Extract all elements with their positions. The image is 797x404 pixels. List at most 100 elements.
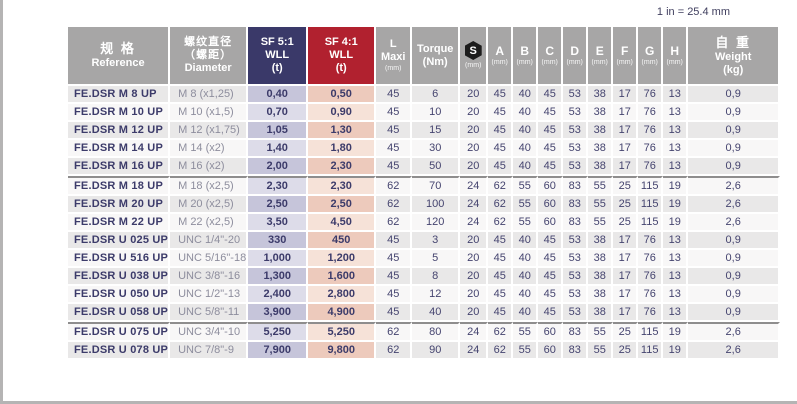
diameter-cell: UNC 1/4"-20: [170, 232, 249, 250]
header-dim-g-letter: G: [645, 43, 655, 58]
weight-cell: 2,6: [688, 322, 781, 342]
lmaxi-cell: 45: [376, 286, 413, 304]
a-cell: 45: [488, 140, 514, 158]
header-reference: 规 格 Reference: [68, 27, 171, 86]
h-cell: 19: [663, 342, 689, 360]
c-cell: 60: [538, 176, 564, 196]
lmaxi-cell: 62: [376, 342, 413, 360]
f-cell: 17: [613, 140, 639, 158]
s-cell: 20: [460, 104, 489, 122]
table-row: FE.DSR M 20 UP M 20 (x2,5) 2,50 2,50 62 100 24…: [68, 196, 781, 214]
a-cell: 45: [488, 268, 514, 286]
weight-cell: 2,6: [688, 196, 781, 214]
reference-cell: FE.DSR U 075 UP: [68, 322, 171, 342]
f-cell: 25: [613, 322, 639, 342]
diameter-cell: UNC 3/8"-16: [170, 268, 249, 286]
table-row: FE.DSR M 16 UP M 16 (x2) 2,00 2,30 45 50 20 45 4…: [68, 158, 781, 176]
header-dim-h-unit: (mm): [666, 58, 683, 66]
header-diameter-zh1: 螺纹直径: [184, 36, 233, 48]
a-cell: 62: [488, 322, 514, 342]
header-dim-a-unit: (mm): [491, 58, 508, 66]
c-cell: 60: [538, 196, 564, 214]
h-cell: 19: [663, 196, 689, 214]
c-cell: 45: [538, 122, 564, 140]
c-cell: 45: [538, 158, 564, 176]
wll5-cell: 2,30: [248, 176, 309, 196]
page-left-edge: [0, 0, 3, 404]
b-cell: 40: [513, 104, 539, 122]
table-row: FE.DSR U 516 UP UNC 5/16"-18 1,000 1,200 45 5…: [68, 250, 781, 268]
diameter-cell: UNC 1/2"-13: [170, 286, 249, 304]
lmaxi-cell: 45: [376, 304, 413, 322]
a-cell: 45: [488, 122, 514, 140]
wll5-cell: 2,400: [248, 286, 309, 304]
a-cell: 45: [488, 104, 514, 122]
diameter-cell: M 20 (x2,5): [170, 196, 249, 214]
weight-cell: 0,9: [688, 232, 781, 250]
e-cell: 38: [588, 232, 614, 250]
c-cell: 45: [538, 104, 564, 122]
header-weight-zh: 自 重: [715, 34, 752, 50]
b-cell: 40: [513, 250, 539, 268]
b-cell: 40: [513, 140, 539, 158]
d-cell: 83: [563, 342, 589, 360]
f-cell: 25: [613, 214, 639, 232]
header-dim-f-letter: F: [621, 43, 629, 58]
a-cell: 62: [488, 196, 514, 214]
reference-cell: FE.DSR M 22 UP: [68, 214, 171, 232]
wll5-cell: 0,40: [248, 86, 309, 104]
torque-cell: 100: [412, 196, 461, 214]
header-wll-sf5-line3: (t): [271, 62, 283, 74]
s-cell: 20: [460, 122, 489, 140]
diameter-cell: UNC 3/4"-10: [170, 322, 249, 342]
header-dim-c-unit: (mm): [541, 58, 558, 66]
f-cell: 17: [613, 86, 639, 104]
c-cell: 45: [538, 232, 564, 250]
s-cell: 24: [460, 196, 489, 214]
torque-cell: 40: [412, 304, 461, 322]
header-wll-sf4-line2: WLL: [329, 49, 354, 61]
a-cell: 45: [488, 86, 514, 104]
weight-cell: 2,6: [688, 214, 781, 232]
wll5-cell: 3,900: [248, 304, 309, 322]
header-dim-a-letter: A: [495, 43, 505, 58]
header-dim-d: D (mm): [563, 27, 589, 86]
d-cell: 53: [563, 140, 589, 158]
table-row: FE.DSR U 038 UP UNC 3/8"-16 1,300 1,600 45 8 2…: [68, 268, 781, 286]
header-dim-a: A (mm): [488, 27, 514, 86]
c-cell: 45: [538, 140, 564, 158]
d-cell: 53: [563, 304, 589, 322]
header-dim-b-unit: (mm): [516, 58, 533, 66]
e-cell: 38: [588, 268, 614, 286]
table-row: FE.DSR U 025 UP UNC 1/4"-20 330 450 45 3 20 45 4…: [68, 232, 781, 250]
torque-cell: 12: [412, 286, 461, 304]
header-s-unit: (mm): [465, 62, 482, 69]
a-cell: 45: [488, 250, 514, 268]
weight-cell: 0,9: [688, 286, 781, 304]
f-cell: 25: [613, 196, 639, 214]
c-cell: 45: [538, 286, 564, 304]
s-cell: 20: [460, 286, 489, 304]
wll4-cell: 2,50: [308, 196, 377, 214]
s-cell: 24: [460, 342, 489, 360]
weight-cell: 0,9: [688, 304, 781, 322]
c-cell: 60: [538, 322, 564, 342]
header-dim-f-unit: (mm): [616, 58, 633, 66]
b-cell: 40: [513, 232, 539, 250]
torque-cell: 6: [412, 86, 461, 104]
b-cell: 40: [513, 304, 539, 322]
hexagon-s-icon: S: [464, 41, 482, 60]
g-cell: 76: [638, 250, 664, 268]
s-cell: 24: [460, 214, 489, 232]
d-cell: 53: [563, 158, 589, 176]
d-cell: 83: [563, 322, 589, 342]
s-cell: 24: [460, 322, 489, 342]
e-cell: 38: [588, 122, 614, 140]
a-cell: 45: [488, 158, 514, 176]
reference-cell: FE.DSR M 18 UP: [68, 176, 171, 196]
diameter-cell: M 14 (x2): [170, 140, 249, 158]
header-diameter-en: Diameter: [184, 62, 232, 74]
g-cell: 76: [638, 140, 664, 158]
reference-cell: FE.DSR M 16 UP: [68, 158, 171, 176]
